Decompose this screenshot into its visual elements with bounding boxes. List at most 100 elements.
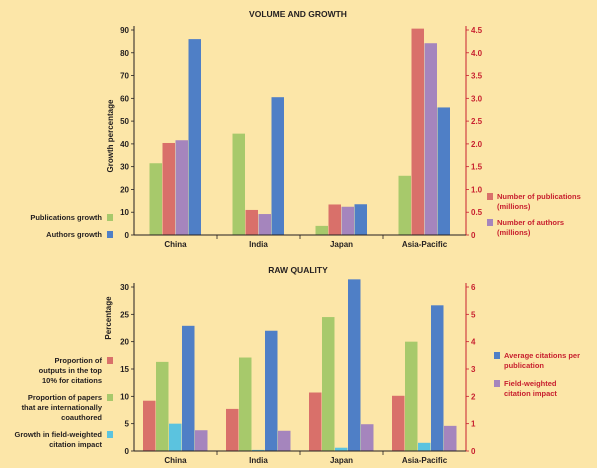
chart1-title: VOLUME AND GROWTH [249, 9, 347, 19]
left-tick-label: 0 [125, 231, 130, 240]
bar-india-publications-growth [232, 133, 245, 235]
right-tick-label: 1 [471, 420, 476, 429]
left-tick-label: 90 [120, 26, 129, 35]
right-tick-label: 6 [471, 283, 476, 292]
left-tick-label: 30 [120, 283, 129, 292]
bar-japan-number-of-authors-millions [341, 206, 354, 235]
left-tick-label: 30 [120, 163, 129, 172]
left-tick-label: 70 [120, 72, 129, 81]
chart2-legend-fwci-growth: Growth in field-weighted citation impact [15, 430, 103, 449]
chart1-legend-swatch-publications-growth [107, 214, 113, 221]
chart2-legend-swatch-fwci-growth [107, 431, 113, 438]
left-tick-label: 0 [125, 447, 130, 456]
bar-asia-pacific-proportion-of-outputs-in-the-top-10-for-citations [392, 395, 405, 451]
left-tick-label: 20 [120, 338, 129, 347]
chart1-legend-number-authors: Number of authors (millions) [497, 218, 564, 237]
bar-india-proportion-of-outputs-in-the-top-10-for-citations [226, 408, 239, 451]
bar-china-authors-growth [188, 39, 201, 235]
bar-india-authors-growth [271, 97, 284, 235]
category-label-asia-pacific: Asia-Pacific [402, 240, 448, 249]
chart1-bars [149, 28, 450, 236]
right-tick-label: 4.0 [471, 49, 483, 58]
bar-asia-pacific-number-of-authors-millions [424, 43, 437, 235]
bar-india-field-weighted-citation-impact [278, 430, 291, 451]
bar-india-number-of-authors-millions [258, 214, 271, 235]
right-tick-label: 0 [471, 231, 476, 240]
left-tick-label: 10 [120, 208, 129, 217]
bar-china-number-of-publications-millions [162, 142, 175, 235]
chart2-title: RAW QUALITY [268, 265, 328, 275]
chart2-bars [143, 279, 457, 451]
category-label-japan: Japan [330, 456, 353, 465]
bar-china-field-weighted-citation-impact [195, 430, 208, 451]
bar-china-average-citations-per-publication [182, 325, 195, 451]
right-tick-label: 2 [471, 392, 476, 401]
right-tick-label: 4.5 [471, 26, 483, 35]
right-tick-label: 3.5 [471, 72, 483, 81]
right-tick-label: 5 [471, 310, 476, 319]
bar-india-proportion-of-papers-that-are-internationally-coauthored [239, 357, 252, 451]
chart1-legend-swatch-authors-growth [107, 231, 113, 238]
chart1-legend-number-publications: Number of publications (millions) [497, 192, 581, 211]
bar-asia-pacific-field-weighted-citation-impact [444, 425, 457, 451]
bar-china-proportion-of-outputs-in-the-top-10-for-citations [143, 400, 156, 451]
right-tick-label: 2.0 [471, 140, 483, 149]
category-label-china: China [164, 456, 187, 465]
chart2-legend-fwci: Field-weighted citation impact [504, 379, 557, 398]
left-tick-label: 15 [120, 365, 129, 374]
right-tick-label: 2.5 [471, 117, 483, 126]
bar-china-proportion-of-papers-that-are-internationally-coauthored [156, 361, 169, 451]
bar-japan-proportion-of-papers-that-are-internationally-coauthored [322, 317, 335, 451]
bar-asia-pacific-average-citations-per-publication [431, 305, 444, 451]
right-tick-label: 3.0 [471, 94, 483, 103]
category-label-india: India [249, 456, 268, 465]
chart1-legend-swatch-authors [487, 219, 493, 226]
right-tick-label: 0.5 [471, 208, 483, 217]
bar-asia-pacific-authors-growth [437, 107, 450, 235]
bar-asia-pacific-growth-in-field-weighted-citation-impact [418, 442, 431, 451]
left-tick-label: 10 [120, 392, 129, 401]
right-tick-label: 0 [471, 447, 476, 456]
chart2-legend-swatch-fwci [494, 380, 500, 387]
left-tick-label: 60 [120, 94, 129, 103]
chart2-legend-top10: Proportion of outputs in the top 10% for c… [39, 356, 103, 385]
chart2-legend-avg-citations: Average citations per publication [504, 351, 580, 370]
bar-asia-pacific-proportion-of-papers-that-are-internationally-coauthored [405, 341, 418, 451]
chart1-legend-swatch-publications [487, 193, 493, 200]
chart2-legend-swatch-top10 [107, 357, 113, 364]
right-tick-label: 1.0 [471, 185, 483, 194]
chart2-axes: 0 5 10 15 20 25 30 0 1 2 3 4 5 6 China India Japan Asia-P… [120, 283, 476, 465]
bar-india-number-of-publications-millions [245, 209, 258, 235]
bar-india-average-citations-per-publication [265, 330, 278, 451]
category-label-india: India [249, 240, 268, 249]
right-tick-label: 3 [471, 365, 476, 374]
chart1-axes: 0 10 20 30 40 50 60 70 80 90 0 0.5 1.0 1.5 2.0 2.5 3.0 3.… [120, 26, 483, 249]
bar-japan-number-of-publications-millions [328, 204, 341, 235]
bar-asia-pacific-publications-growth [398, 175, 411, 235]
chart2-legend-swatch-avg-citations [494, 352, 500, 359]
bar-japan-growth-in-field-weighted-citation-impact [335, 447, 348, 451]
chart2-y-axis-label: Percentage [104, 296, 113, 340]
chart1-legend-authors-growth: Authors growth [46, 230, 102, 239]
bar-china-growth-in-field-weighted-citation-impact [169, 423, 182, 451]
left-tick-label: 5 [125, 420, 130, 429]
bar-japan-average-citations-per-publication [348, 279, 361, 451]
bar-japan-publications-growth [315, 225, 328, 235]
chart-volume-growth: VOLUME AND GROWTH Growth percentage 0 10 2… [30, 9, 580, 249]
chart2-legend-coauthored: Proportion of papers that are internation… [22, 393, 103, 422]
chart1-y-axis-label: Growth percentage [106, 99, 115, 172]
bar-india-growth-in-field-weighted-citation-impact [252, 449, 265, 451]
bar-japan-authors-growth [354, 204, 367, 235]
left-tick-label: 40 [120, 140, 129, 149]
bar-japan-proportion-of-outputs-in-the-top-10-for-citations [309, 392, 322, 451]
left-tick-label: 20 [120, 185, 129, 194]
category-label-japan: Japan [330, 240, 353, 249]
left-tick-label: 25 [120, 310, 129, 319]
category-label-asia-pacific: Asia-Pacific [402, 456, 448, 465]
chart-raw-quality: RAW QUALITY Percentage 0 5 10 15 20 25 30 0 1 2 3 4… [15, 265, 581, 465]
chart2-legend-swatch-coauthored [107, 394, 113, 401]
bar-asia-pacific-number-of-publications-millions [411, 28, 424, 236]
right-tick-label: 1.5 [471, 163, 483, 172]
